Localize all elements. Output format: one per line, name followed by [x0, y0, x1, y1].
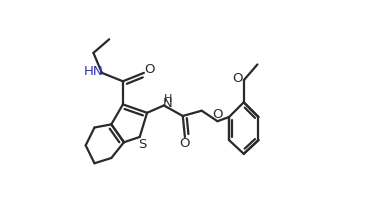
Text: N: N	[163, 97, 173, 110]
Text: O: O	[212, 108, 223, 121]
Text: O: O	[180, 137, 190, 150]
Text: H: H	[164, 94, 172, 104]
Text: HN: HN	[84, 65, 104, 78]
Text: O: O	[144, 63, 155, 76]
Text: S: S	[138, 138, 146, 151]
Text: O: O	[233, 72, 243, 85]
